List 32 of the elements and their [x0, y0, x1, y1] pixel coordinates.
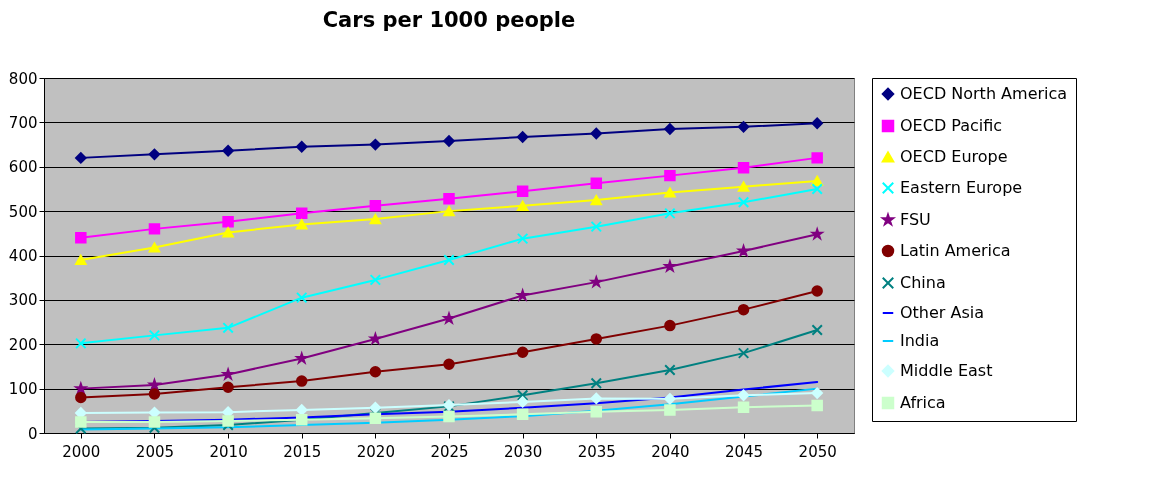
y-tick-label: 200	[8, 335, 38, 354]
legend-label: Latin America	[900, 241, 1011, 260]
x-tick-label: 2000	[62, 442, 101, 461]
y-tick-label: 800	[8, 69, 38, 88]
x-tick-label: 2020	[356, 442, 395, 461]
y-tick-label: 0	[27, 424, 38, 443]
y-tick-label: 300	[8, 291, 38, 310]
x-tick-label: 2005	[135, 442, 175, 461]
legend-label: OECD Pacific	[900, 116, 1003, 135]
x-tick-label: 2045	[724, 442, 764, 461]
legend-label: India	[900, 331, 940, 350]
legend-label: OECD North America	[900, 84, 1068, 103]
legend-label: Other Asia	[900, 303, 985, 322]
y-tick-label: 500	[8, 202, 38, 221]
legend-label: Africa	[900, 393, 946, 412]
x-tick-label: 2050	[798, 442, 837, 461]
x-tick-label: 2035	[577, 442, 616, 461]
legend-label: Eastern Europe	[900, 178, 1023, 197]
y-tick-label: 600	[8, 158, 38, 177]
legend-label: China	[900, 273, 946, 292]
x-tick-label: 2015	[283, 442, 322, 461]
legend-label: OECD Europe	[900, 147, 1008, 166]
legend-label: FSU	[900, 210, 931, 229]
x-tick-label: 2025	[430, 442, 469, 461]
y-tick-label: 100	[8, 380, 38, 399]
y-tick-label: 700	[8, 113, 38, 132]
chart-title: Cars per 1000 people	[322, 8, 576, 32]
x-tick-label: 2030	[504, 442, 543, 461]
y-tick-label: 400	[8, 247, 38, 265]
legend-label: Middle East	[900, 361, 993, 380]
x-tick-label: 2010	[209, 442, 248, 461]
x-tick-label: 2040	[651, 442, 690, 461]
